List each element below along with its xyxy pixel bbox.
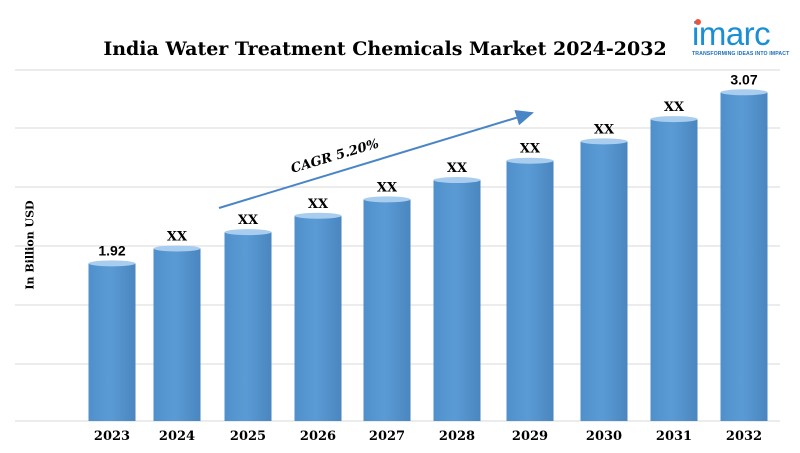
data-label: 3.07 xyxy=(730,71,757,87)
x-tick-label: 2023 xyxy=(94,429,130,444)
data-label: XX xyxy=(238,213,259,228)
logo-tagline: TRANSFORMING IDEAS INTO IMPACT xyxy=(692,51,790,57)
bar xyxy=(294,215,342,421)
data-label: 1.92 xyxy=(98,242,125,258)
x-tick-label: 2027 xyxy=(369,429,405,444)
bar-top xyxy=(363,196,411,203)
bar xyxy=(88,263,136,421)
bar xyxy=(650,119,698,421)
logo-dot-icon xyxy=(695,19,701,25)
data-label: XX xyxy=(594,122,615,137)
x-tick-label: 2029 xyxy=(512,429,548,444)
bar-top xyxy=(650,116,698,123)
logo-word: imarc xyxy=(692,15,771,52)
data-label: XX xyxy=(308,197,329,212)
bar-top xyxy=(433,177,481,184)
bar xyxy=(506,160,554,421)
data-label: XX xyxy=(377,180,398,195)
y-axis-label: In Billion USD xyxy=(23,200,37,290)
x-tick-label: 2028 xyxy=(439,429,475,444)
bar-top xyxy=(153,245,201,252)
x-tick-label: 2025 xyxy=(230,429,266,444)
bar xyxy=(224,232,272,421)
chart-title: India Water Treatment Chemicals Market 2… xyxy=(103,38,667,60)
cagr-arrow xyxy=(218,109,534,209)
bar-top xyxy=(88,260,136,267)
x-tick-label: 2024 xyxy=(159,429,195,444)
bar-top xyxy=(720,89,768,96)
bars xyxy=(88,89,768,421)
bar xyxy=(580,141,628,421)
x-tick-label: 2032 xyxy=(726,429,762,444)
bar xyxy=(363,199,411,421)
cagr-annotation: CAGR 5.20% xyxy=(218,109,534,209)
data-label: XX xyxy=(520,142,541,157)
x-tick-labels: 2023 2024 2025 2026 2027 2028 2029 2030 2031 2032 xyxy=(94,429,762,444)
bar-top xyxy=(580,138,628,145)
data-labels: 1.92 XX XX XX XX XX XX XX XX 3.07 xyxy=(98,71,757,258)
imarc-logo: imarc TRANSFORMING IDEAS INTO IMPACT xyxy=(692,17,792,67)
bar-top xyxy=(224,229,272,236)
x-tick-label: 2031 xyxy=(656,429,692,444)
bar xyxy=(720,92,768,421)
x-tick-label: 2030 xyxy=(586,429,622,444)
bar-top xyxy=(294,212,342,219)
bar-top xyxy=(506,157,554,164)
data-label: XX xyxy=(447,161,468,176)
cagr-label: CAGR 5.20% xyxy=(289,137,380,177)
bar xyxy=(153,248,201,421)
data-label: XX xyxy=(664,100,685,115)
data-label: XX xyxy=(167,229,188,244)
bar xyxy=(433,180,481,421)
x-tick-label: 2026 xyxy=(300,429,336,444)
